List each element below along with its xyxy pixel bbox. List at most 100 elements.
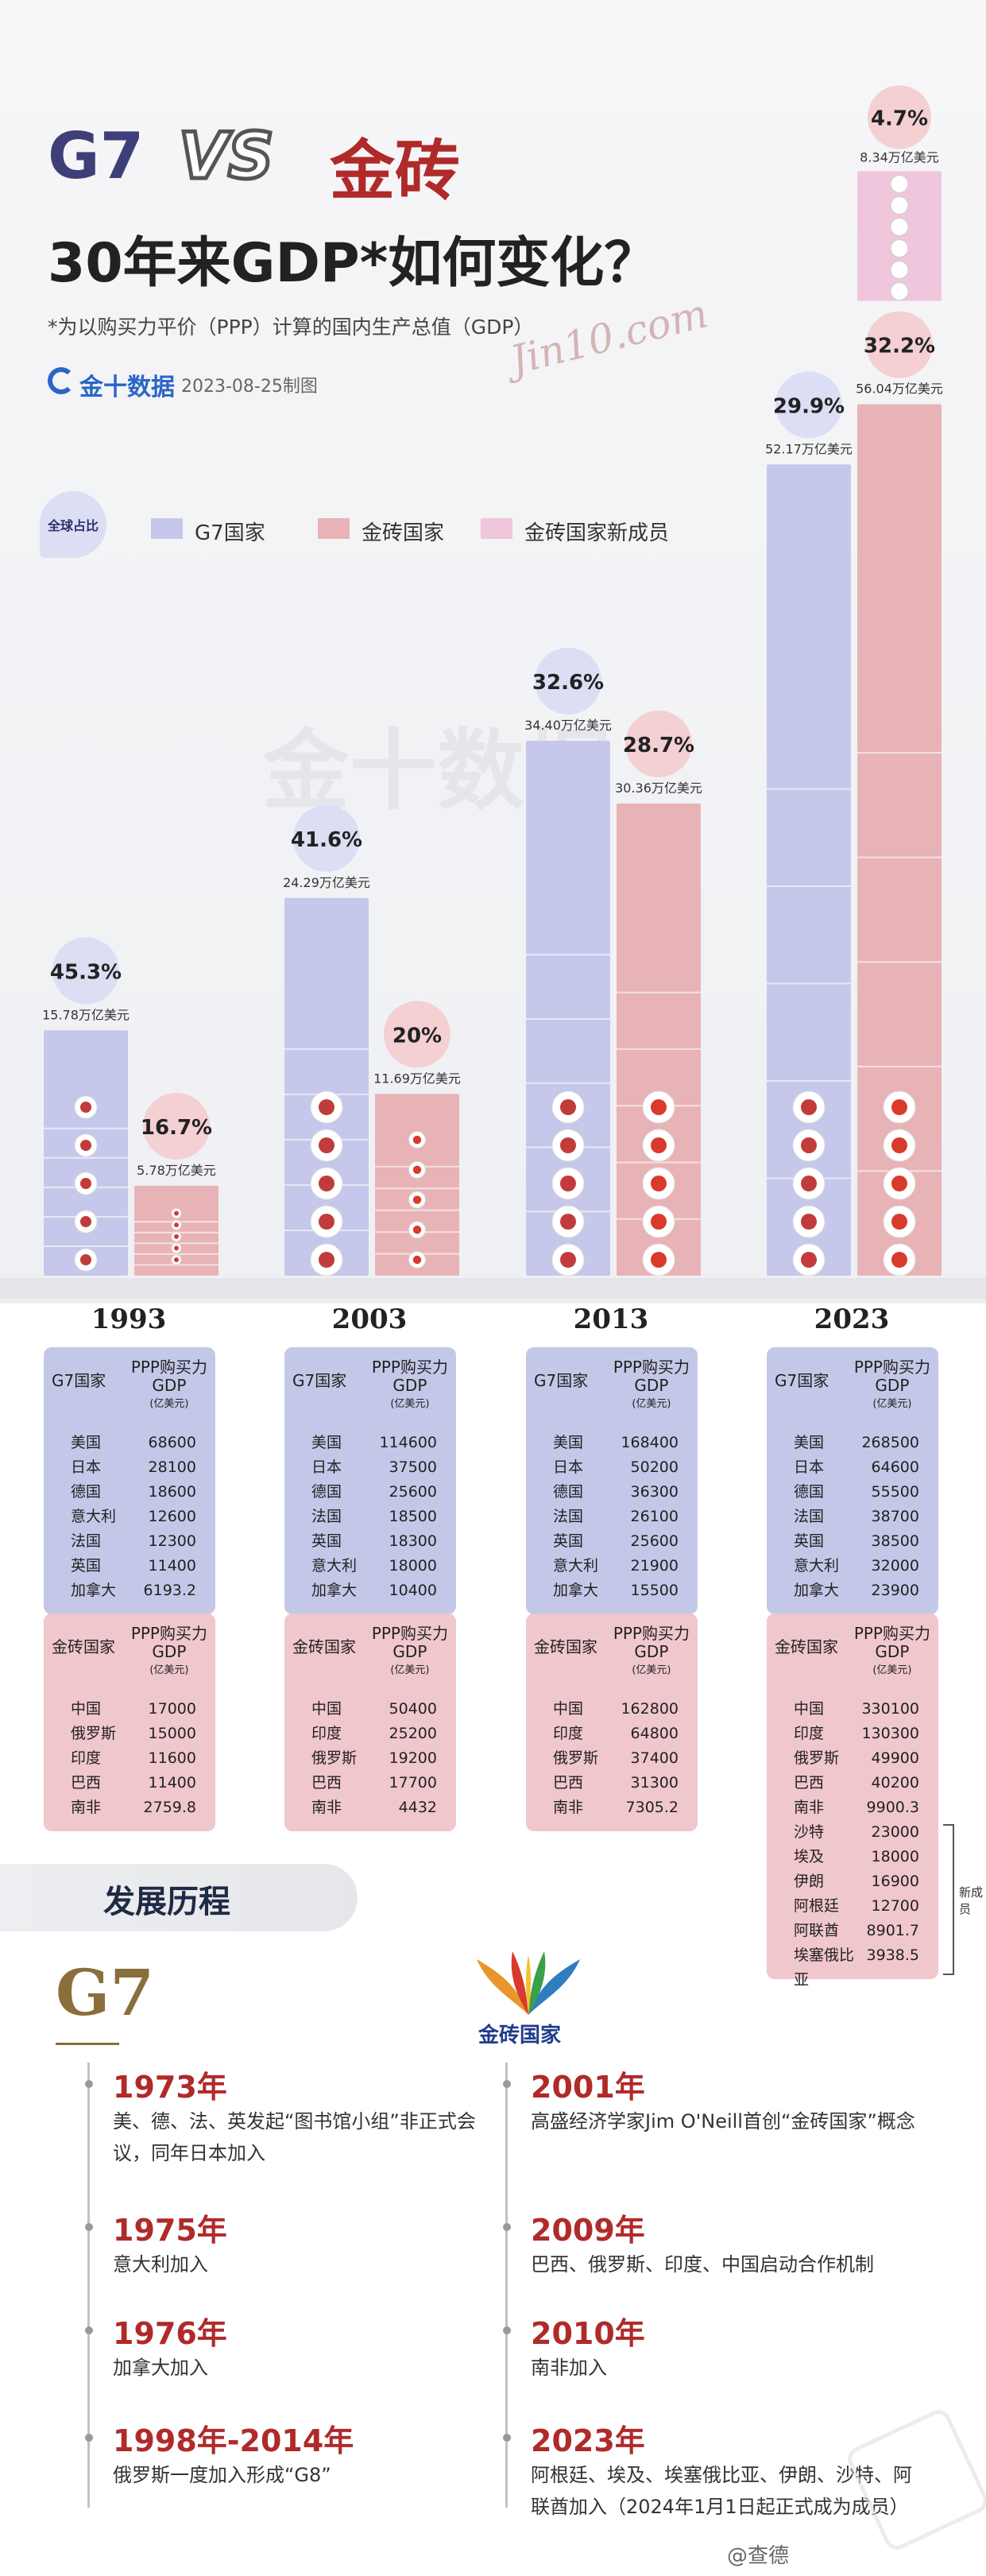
brics-timeline-dot	[503, 2326, 511, 2334]
country-name: 中国	[553, 1700, 584, 1718]
table-header-country: 金砖国家	[775, 1637, 838, 1656]
new-member-flag-icon	[890, 282, 909, 301]
table-header-gdp-label: GDP	[392, 1642, 427, 1661]
table-header-gdp: PPP购买力 GDP (亿美元)	[613, 1358, 690, 1413]
jin10-logo: 金十数据	[79, 374, 175, 401]
history-section-bg	[0, 1864, 358, 1931]
country-flag-mark	[412, 1255, 422, 1265]
table-row: 中国 50400	[292, 1697, 448, 1722]
country-name: 俄罗斯	[71, 1725, 117, 1742]
table-row: 沙特 23000	[775, 1820, 930, 1845]
country-name: 法国	[71, 1532, 102, 1550]
country-name: 德国	[553, 1483, 584, 1501]
gdp-value: 18500	[389, 1508, 437, 1525]
gdp-value: 18000	[871, 1848, 919, 1865]
table-row: 加拿大 15500	[534, 1579, 690, 1603]
legend-swatch-new	[481, 518, 512, 539]
country-flag-mark	[651, 1137, 667, 1153]
country-flag-mark	[79, 1101, 92, 1114]
year-label-2013: 2013	[573, 1303, 649, 1335]
share-bubble	[293, 804, 360, 872]
table-row: 俄罗斯 49900	[775, 1746, 930, 1771]
country-name: 巴西	[794, 1774, 825, 1792]
country-name: 加拿大	[553, 1582, 599, 1599]
brics-milestone-text: 南非加入	[531, 2357, 607, 2379]
table-header-gdp: PPP购买力 GDP (亿美元)	[854, 1358, 930, 1413]
table-row: 巴西 31300	[534, 1771, 690, 1795]
footnote: *为以购买力平价（PPP）计算的国内生产总值（GDP）	[48, 316, 534, 339]
table-header-unit: (亿美元)	[149, 1398, 189, 1410]
country-flag-mark	[79, 1139, 92, 1152]
table-header-gdp: PPP购买力 GDP (亿美元)	[131, 1358, 207, 1413]
value-label: 11.69万亿美元	[373, 1071, 461, 1086]
table-row: 中国 17000	[52, 1697, 207, 1722]
table-row: 意大利 21900	[534, 1554, 690, 1579]
title-g7: G7	[48, 119, 145, 193]
g7-table-2013: G7国家 PPP购买力 GDP (亿美元) 美国 168400 日本 50200 德国 36300…	[526, 1347, 698, 1614]
g7-table-1993: G7国家 PPP购买力 GDP (亿美元) 美国 68600 日本 28100 德国 18600 意…	[44, 1347, 215, 1614]
brics-milestone-text: 阿根廷、埃及、埃塞俄比亚、伊朗、沙特、阿联酋加入（2024年1月1日起正式成为成…	[531, 2464, 912, 2518]
gdp-value: 31300	[630, 1774, 679, 1792]
country-flag-mark	[79, 1253, 92, 1266]
legend-new: 金砖国家新成员	[524, 521, 670, 545]
table-header-unit: (亿美元)	[390, 1664, 430, 1676]
gdp-value: 36300	[630, 1483, 679, 1501]
country-name: 加拿大	[794, 1582, 840, 1599]
table-row: 阿根廷 12700	[775, 1894, 930, 1919]
table-row: 俄罗斯 37400	[534, 1746, 690, 1771]
table-row: 南非 2759.8	[52, 1795, 207, 1820]
share-bubble	[775, 371, 842, 439]
brics-milestone-text: 巴西、俄罗斯、印度、中国启动合作机制	[531, 2253, 874, 2276]
brics-timeline-dot	[503, 2434, 511, 2442]
country-flag-mark	[412, 1195, 422, 1204]
country-flag-mark	[174, 1222, 179, 1228]
country-flag-mark	[891, 1176, 907, 1191]
country-name: 中国	[71, 1700, 102, 1718]
gdp-value: 268500	[861, 1434, 919, 1451]
g7-milestone-year: 1998年-2014年	[113, 2423, 354, 2458]
country-flag-mark	[560, 1252, 576, 1268]
table-header-gdp: PPP购买力 GDP (亿美元)	[372, 1358, 448, 1413]
country-flag-mark	[174, 1234, 179, 1239]
table-row: 法国 26100	[534, 1505, 690, 1529]
table-row: 日本 50200	[534, 1455, 690, 1480]
table-row: 日本 64600	[775, 1455, 930, 1480]
country-flag-mark	[801, 1252, 817, 1268]
year-label-2023: 2023	[814, 1303, 890, 1335]
table-header-ppp: PPP购买力	[130, 1358, 207, 1377]
country-name: 德国	[311, 1483, 342, 1501]
gdp-value: 28100	[148, 1458, 196, 1476]
brics-logo-text: 金砖国家	[478, 2024, 562, 2047]
country-name: 意大利	[311, 1557, 358, 1575]
table-row: 印度 64800	[534, 1722, 690, 1746]
legend-swatch-g7	[151, 518, 183, 539]
new-member-flag-icon	[890, 217, 909, 236]
table-row: 美国 168400	[534, 1431, 690, 1455]
gdp-value: 38700	[871, 1508, 919, 1525]
value-label: 5.78万亿美元	[137, 1163, 216, 1178]
country-name: 南非	[311, 1799, 342, 1816]
gdp-value: 17000	[148, 1700, 196, 1718]
gdp-value: 32000	[871, 1557, 919, 1575]
table-row: 加拿大 10400	[292, 1579, 448, 1603]
country-name: 南非	[553, 1799, 584, 1816]
country-flag-mark	[174, 1257, 179, 1262]
table-row: 埃塞俄比亚 3938.5	[775, 1943, 930, 1989]
brics-milestone-year: 2010年	[531, 2316, 645, 2351]
table-row: 英国 38500	[775, 1529, 930, 1554]
gdp-value: 37400	[630, 1749, 679, 1767]
table-header-country: 金砖国家	[534, 1637, 597, 1656]
gdp-value: 16900	[871, 1873, 919, 1890]
table-header-country: G7国家	[52, 1371, 106, 1390]
gdp-value: 26100	[630, 1508, 679, 1525]
gdp-value: 12300	[148, 1532, 196, 1550]
br-table-2023: 金砖国家 PPP购买力 GDP (亿美元) 中国 330100 印度 130300 俄罗斯 499…	[767, 1613, 938, 1989]
gdp-value: 330100	[861, 1700, 919, 1718]
table-row: 印度 130300	[775, 1722, 930, 1746]
country-name: 日本	[311, 1458, 342, 1476]
table-header-gdp-label: GDP	[152, 1642, 187, 1661]
gdp-value: 114600	[379, 1434, 437, 1451]
gdp-value: 25600	[389, 1483, 437, 1501]
table-row: 俄罗斯 19200	[292, 1746, 448, 1771]
bar-brics-1993	[134, 1185, 218, 1276]
